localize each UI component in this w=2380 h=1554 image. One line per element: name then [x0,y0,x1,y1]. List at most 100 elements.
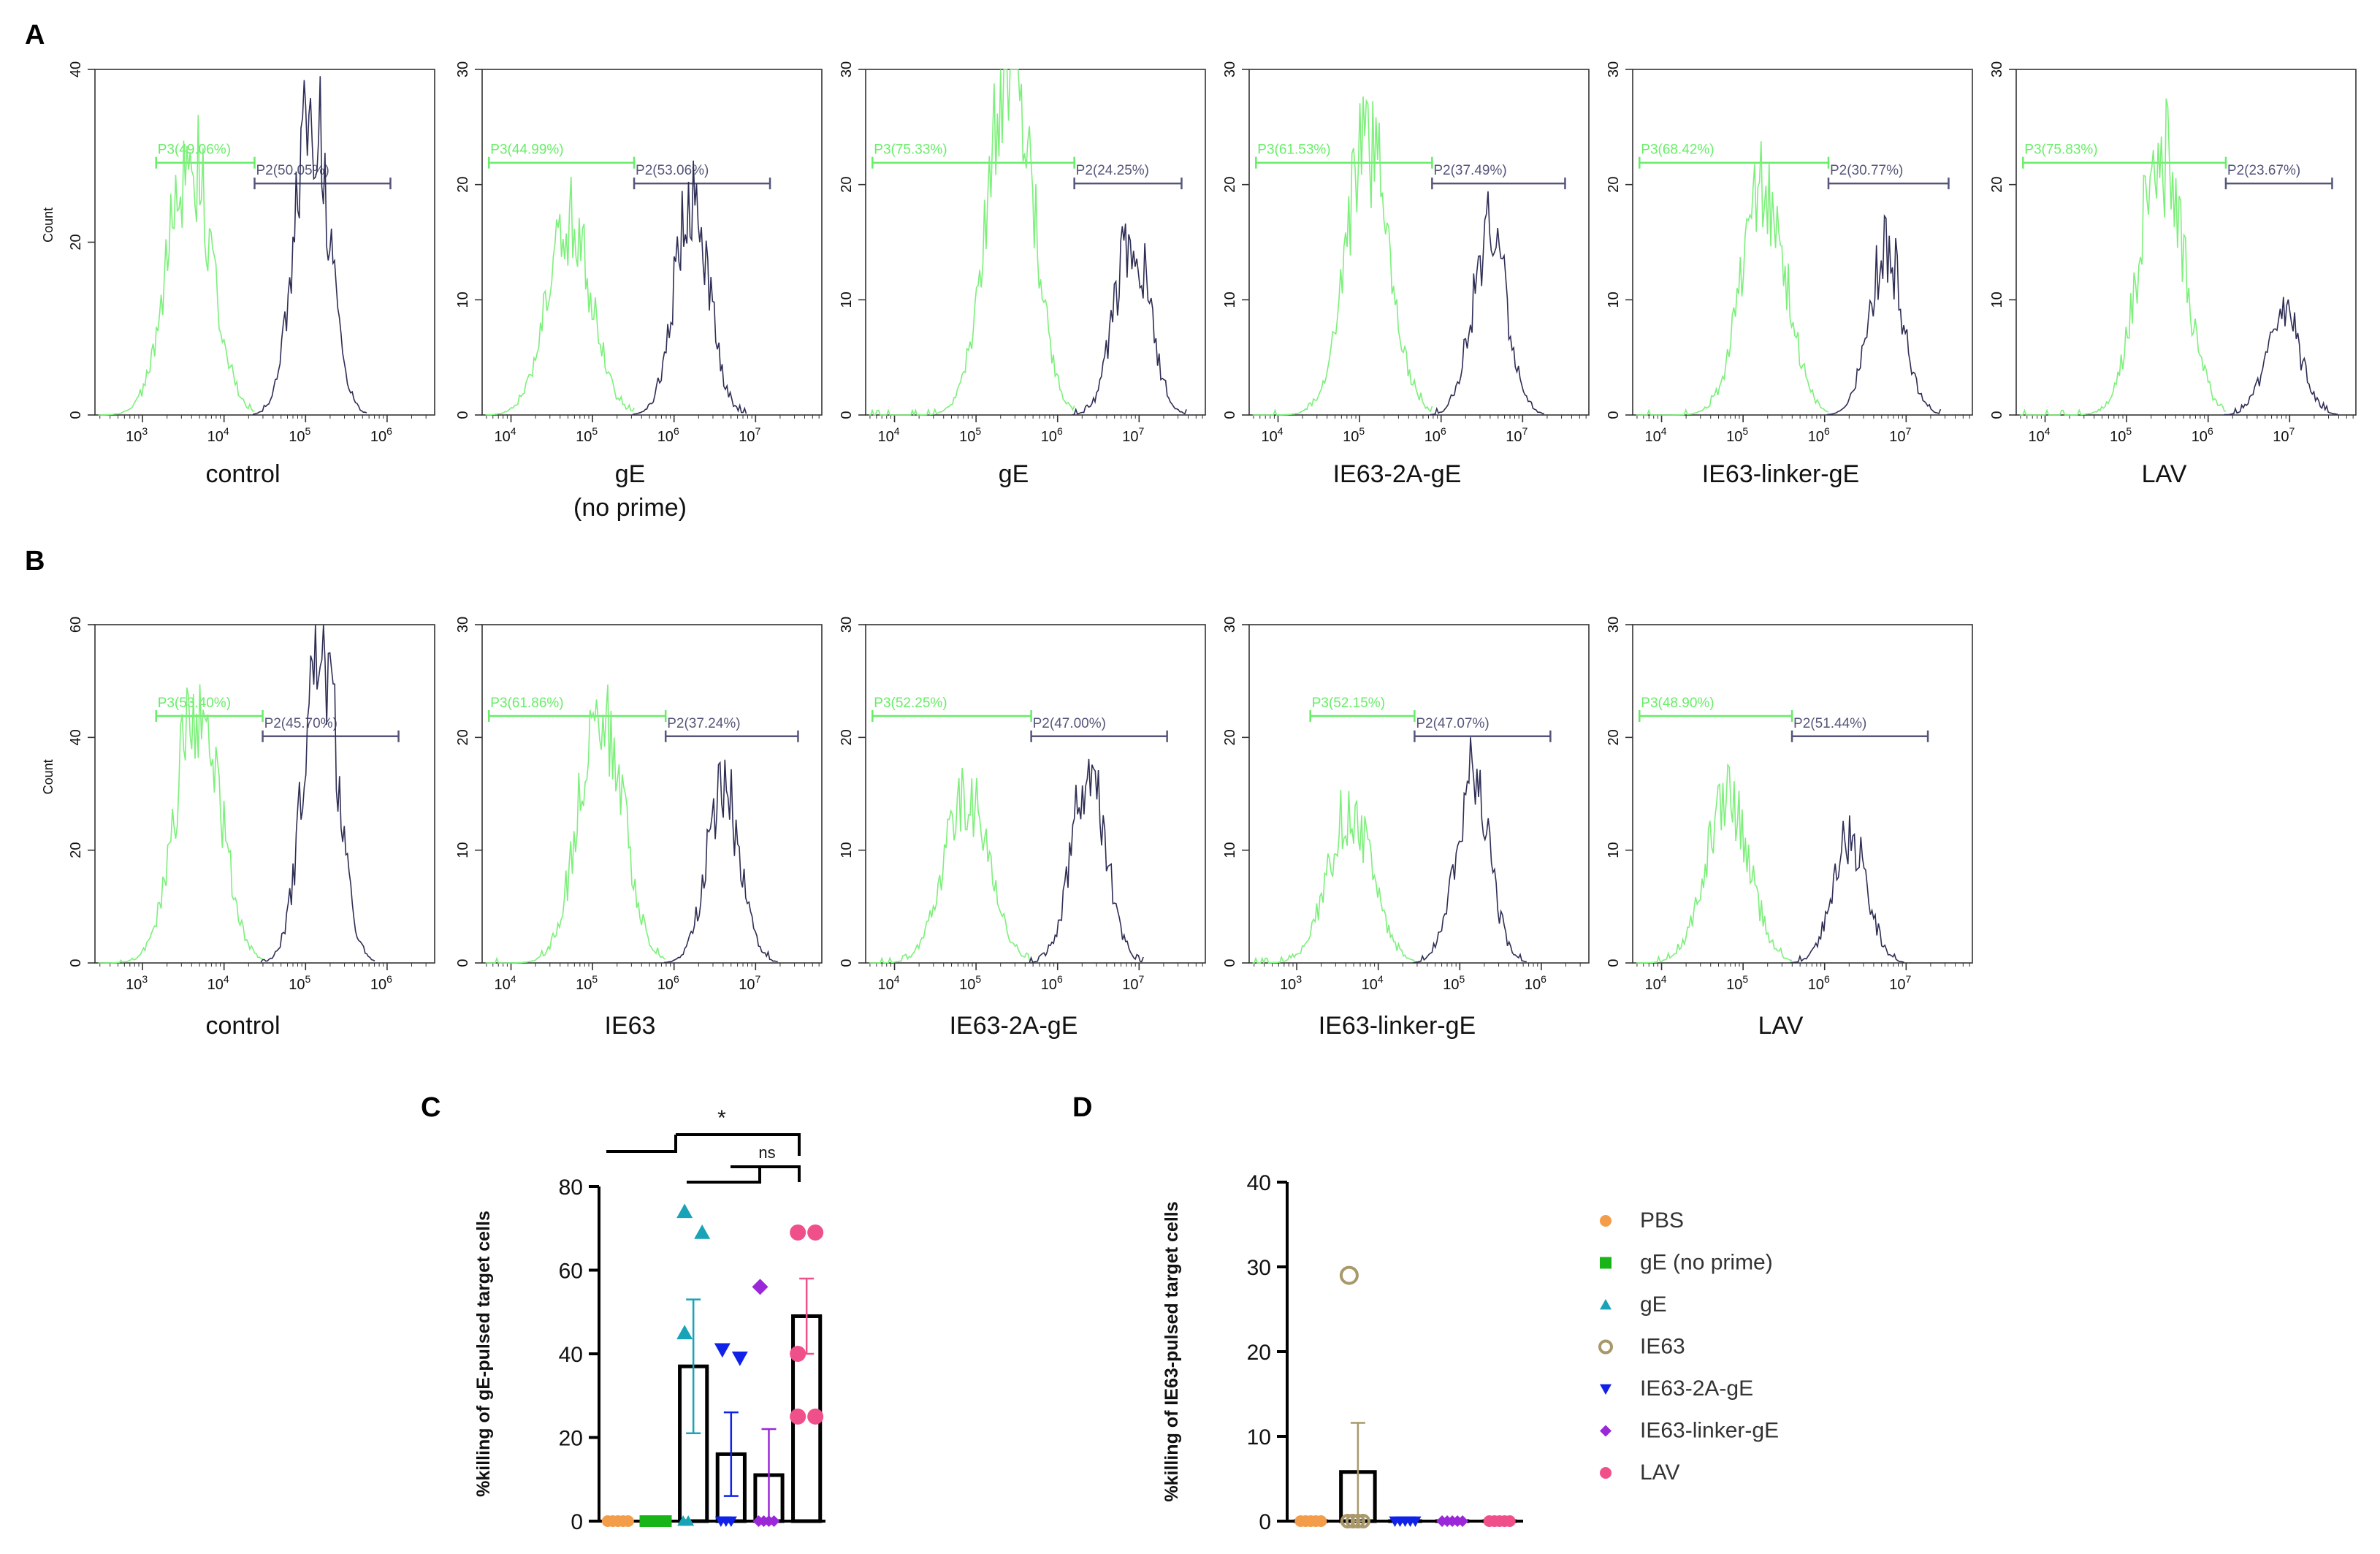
y-tick-label: 0 [1222,411,1238,419]
data-point [807,1224,824,1241]
y-tick-label: 60 [68,617,84,633]
legend-item: PBS [1600,1208,1684,1233]
histogram-panel-a3: 0 10 20 30 104 105 106 107 P3(75.33%) P2(24.25%) g… [839,61,1206,488]
y-tick-label: 0 [455,411,471,419]
x-tick-label: 105 [2110,425,2132,445]
x-tick-label: 103 [126,973,148,993]
data-point [1600,1215,1612,1227]
data-point [1600,1299,1612,1310]
bar-chart-d: 0 10 20 30 40 %killing of IE63-pulsed target … [1162,1171,1523,1534]
group-label: IE63-2A-gE [1333,460,1462,488]
x-tick-label: 104 [495,425,516,445]
histogram-trace-p3 [1636,141,1829,416]
y-axis-label: %killing of gE-pulsed target cells [473,1211,494,1497]
y-tick-label: 20 [68,234,84,250]
y-tick-label: 30 [1606,61,1622,77]
x-tick-label: 106 [1808,425,1830,445]
plot-frame [2015,69,2357,416]
gate-p3-label: P3(75.83%) [2024,142,2097,158]
gate-p3-label: P3(49.06%) [158,142,231,158]
x-tick-label: 104 [207,973,229,993]
plot-frame [865,69,1206,416]
histogram-panel-a1: 0 20 40 Count 103 104 105 106 P3(49.06%) P2(50.05… [41,61,435,488]
group-label: gE [615,460,646,488]
legend-item: gE [1600,1292,1667,1317]
group-label: LAV [2142,460,2187,488]
x-tick-label: 105 [959,973,981,993]
group-label: control [205,460,280,488]
x-tick-label: 104 [1645,425,1667,445]
data-point [1598,1339,1613,1355]
x-tick-label: 104 [878,973,900,993]
legend-label: LAV [1640,1460,1679,1485]
y-tick-label: 0 [1259,1510,1271,1534]
histogram-trace-p2 [1790,815,1904,964]
x-tick-label: 104 [207,425,229,445]
x-tick-label: 106 [1041,973,1063,993]
gate-p2-label: P2(30.77%) [1830,163,1903,178]
x-tick-label: 103 [126,425,148,445]
data-point [622,1515,634,1527]
y-tick-label: 10 [1222,842,1238,858]
significance-bracket [606,1135,677,1153]
group-sublabel: (no prime) [573,494,687,522]
y-tick-label: 10 [455,842,471,858]
histogram-trace-p2 [252,76,367,415]
data-point [1409,1516,1422,1527]
y-tick-label: 30 [1222,61,1238,77]
significance-bracket [687,1167,761,1184]
data-point [725,1516,737,1527]
y-tick-label: 0 [68,411,84,419]
histogram-panel-b3: 0 10 20 30 104 105 106 107 P3(52.25%) P2(47.00%) I… [839,617,1206,1040]
gate-p2-label: P2(45.70%) [264,716,337,731]
gate-p3-label: P3(61.53%) [1257,142,1330,158]
x-tick-label: 105 [576,973,598,993]
histogram-panel-a2: 0 10 20 30 104 105 106 107 P3(44.99%) P2(53.06%) g… [455,61,823,522]
x-tick-label: 106 [1525,973,1546,993]
x-tick-label: 104 [1362,973,1384,993]
x-tick-label: 107 [1122,425,1144,445]
plot-frame [1248,69,1590,416]
legend-label: gE (no prime) [1640,1251,1773,1275]
legend-item: IE63 [1598,1335,1685,1359]
x-tick-label: 106 [1041,425,1063,445]
data-point [1315,1515,1327,1527]
x-tick-label: 105 [576,425,598,445]
x-tick-label: 105 [1343,425,1365,445]
y-tick-label: 0 [839,411,855,419]
gate-p2-label: P2(23.67%) [2227,163,2300,178]
x-tick-label: 104 [2029,425,2051,445]
gate-p2-label: P2(53.06%) [636,163,709,178]
group-label: IE63-2A-gE [950,1012,1078,1040]
data-point [682,1515,695,1526]
histogram-trace-p2 [1826,213,1942,416]
x-tick-label: 107 [739,425,760,445]
histogram-panel-a6: 0 10 20 30 104 105 106 107 P3(75.83%) P2(23.67%) L… [1989,61,2357,488]
legend-label: gE [1640,1292,1667,1317]
gate-p2-label: P2(50.05%) [256,163,329,178]
y-tick-label: 20 [1247,1341,1271,1365]
y-tick-label: 0 [1606,411,1622,419]
x-tick-label: 105 [959,425,981,445]
y-tick-label: 40 [68,729,84,745]
y-tick-label: 20 [839,729,855,745]
y-tick-label: 10 [839,292,855,308]
y-tick-label: 10 [1606,842,1622,858]
data-point [790,1408,806,1425]
legend-item: LAV [1600,1460,1679,1485]
y-tick-label: 0 [571,1510,583,1534]
bar-charts: 0 20 40 60 80 %killing of gE-pulsed target ce… [473,1106,1523,1534]
gate-p3-label: P3(68.42%) [1641,142,1714,158]
group-label: control [205,1012,280,1040]
x-tick-label: 105 [289,973,310,993]
y-tick-label: 20 [1989,177,2005,193]
histogram-trace-p3 [98,115,255,416]
x-tick-label: 106 [1424,425,1446,445]
gate-p3-label: P3(75.33%) [874,142,947,158]
y-tick-label: 40 [68,61,84,77]
data-point [1355,1514,1370,1528]
histogram-trace-p3 [485,684,666,964]
x-tick-label: 107 [2273,425,2295,445]
panel-letter-c: C [421,1092,440,1123]
x-tick-label: 106 [1808,973,1830,993]
